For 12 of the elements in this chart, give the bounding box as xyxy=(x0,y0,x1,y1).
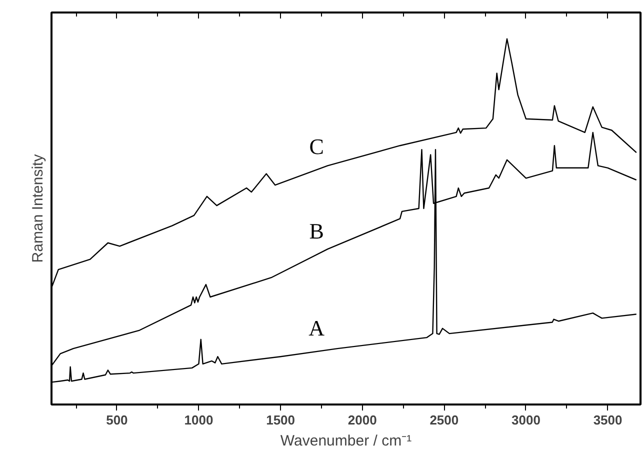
series-label: A xyxy=(308,316,325,341)
x-tick-label: 3500 xyxy=(593,412,622,428)
series-label: B xyxy=(309,218,324,244)
x-tick-label: 3000 xyxy=(512,412,540,428)
x-tick-label: 2500 xyxy=(430,412,459,428)
y-axis-title: Raman Intensity xyxy=(30,154,46,263)
x-axis-title: Wavenumber / cm⁻¹ xyxy=(280,432,412,450)
x-tick-label: 1500 xyxy=(266,412,296,428)
x-tick-label: 1000 xyxy=(184,412,214,428)
series-label: C xyxy=(309,134,324,159)
x-tick-label: 2000 xyxy=(348,412,377,428)
x-tick-label: 500 xyxy=(106,412,128,428)
